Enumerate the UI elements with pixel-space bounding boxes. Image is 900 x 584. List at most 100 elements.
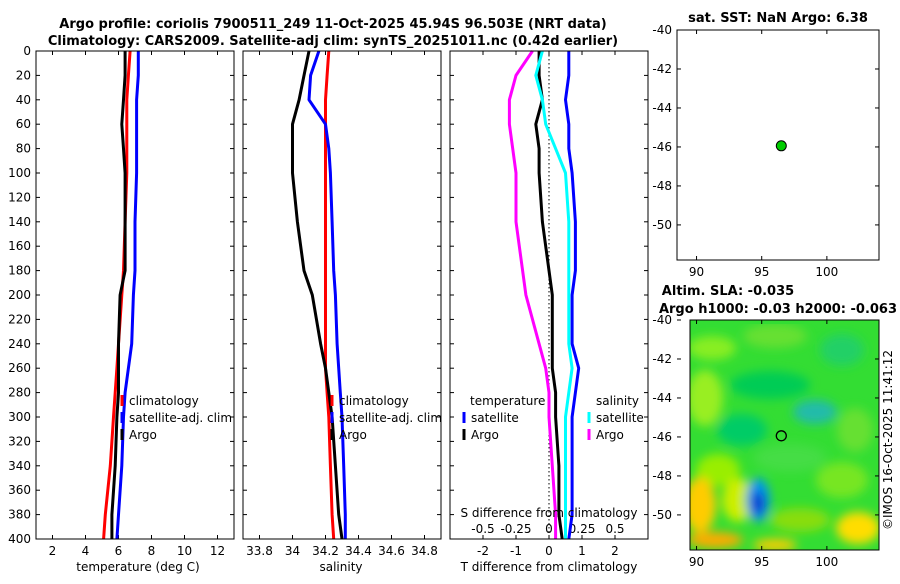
salinity-legend: climatology satellite-adj. clim Argo — [330, 394, 442, 442]
salinity-series — [291, 50, 347, 540]
x-tick-label: 34 — [285, 544, 300, 558]
map-lat-label: -44 — [652, 391, 672, 405]
sst-axis-ticks: -40 -42 -44 -46 -48 -50 90 95 100 — [652, 23, 879, 279]
x-tick-label: 33.8 — [246, 544, 273, 558]
temperature-axes-box — [35, 50, 235, 540]
depth-tick-label: 400 — [8, 532, 31, 546]
map-lon-label: 95 — [754, 265, 769, 279]
depth-tick-label: 100 — [8, 166, 31, 180]
sla-heatmap — [690, 320, 879, 550]
x-tick-label: 0 — [545, 544, 553, 558]
sla-map-panel: -40 -42 -44 -46 -48 -50 90 95 100 — [652, 313, 880, 569]
legend-sal-argo-label: Argo — [596, 428, 624, 442]
depth-tick-label: 20 — [16, 68, 31, 82]
map-lat-label: -46 — [652, 430, 672, 444]
sla-axis-ticks: -40 -42 -44 -46 -48 -50 90 95 100 — [652, 313, 879, 569]
x-tick-label: 34.8 — [411, 544, 438, 558]
climatology-line — [324, 50, 336, 540]
legend-satellite-adj-label: satellite-adj. clim — [339, 411, 442, 425]
temperature-series — [102, 50, 140, 540]
s-diff-tick-label: -0.5 — [471, 522, 494, 536]
temperature-argo-line — [534, 51, 564, 540]
depth-tick-label: 160 — [8, 239, 31, 253]
difference-legend: temperature satellite Argo salinity sate… — [462, 394, 644, 442]
salinity-xlabel: salinity — [319, 560, 362, 574]
s-diff-tick-label: 0 — [545, 522, 553, 536]
depth-tick-label: 320 — [8, 434, 31, 448]
x-tick-label: 6 — [115, 544, 123, 558]
satellite-adj-clim-line — [115, 51, 140, 540]
salinity-argo-line — [507, 50, 558, 539]
x-tick-label: 34.2 — [312, 544, 339, 558]
map-lat-label: -40 — [652, 23, 672, 37]
legend-temp-satellite-label: satellite — [471, 411, 519, 425]
depth-tick-label: 200 — [8, 288, 31, 302]
map-lon-label: 100 — [815, 265, 838, 279]
depth-tick-label: 80 — [16, 142, 31, 156]
salinity-satellite-line — [534, 50, 574, 539]
copyright-label: ©IMOS 16-Oct-2025 11:41:12 — [881, 350, 895, 530]
map-lat-label: -48 — [652, 469, 672, 483]
depth-tick-label: 260 — [8, 361, 31, 375]
legend-temperature-heading: temperature — [470, 394, 545, 408]
map-lat-label: -40 — [652, 313, 672, 327]
depth-tick-label: 300 — [8, 410, 31, 424]
sst-map-panel: -40 -42 -44 -46 -48 -50 90 95 100 — [652, 23, 880, 279]
difference-x-ticks: -2 -1 0 1 2 -0.5 -0.25 0 0.25 0.5 — [471, 51, 625, 558]
s-diff-tick-label: 0.25 — [569, 522, 596, 536]
x-tick-label: 4 — [82, 544, 90, 558]
depth-tick-label: 140 — [8, 215, 31, 229]
temperature-panel: 2 4 6 8 10 12 temperature (deg C) climatology… — [35, 50, 235, 574]
depth-tick-label: 40 — [16, 93, 31, 107]
map-lat-label: -48 — [652, 179, 672, 193]
depth-tick-label: 340 — [8, 459, 31, 473]
x-tick-label: 34.4 — [345, 544, 372, 558]
title-line1: Argo profile: coriolis 7900511_249 11-Oc… — [59, 17, 606, 32]
title-line2: Climatology: CARS2009. Satellite-adj cli… — [48, 34, 618, 49]
x-tick-label: 10 — [177, 544, 192, 558]
depth-tick-label: 360 — [8, 483, 31, 497]
legend-salinity-heading: salinity — [596, 394, 639, 408]
difference-panel: -2 -1 0 1 2 -0.5 -0.25 0 0.25 0.5 T difference fr… — [449, 50, 649, 574]
legend-satellite-adj-label: satellite-adj. clim — [129, 411, 232, 425]
s-difference-xlabel: S difference from climatology — [461, 506, 638, 520]
map-lat-label: -50 — [652, 218, 672, 232]
sla-axes-box — [689, 319, 880, 551]
depth-tick-label: 180 — [8, 264, 31, 278]
salinity-panel: 33.8 34 34.2 34.4 34.6 34.8 salinity climatol… — [242, 50, 442, 574]
map-lat-label: -44 — [652, 101, 672, 115]
legend-climatology-label: climatology — [339, 394, 409, 408]
x-tick-label: -1 — [510, 544, 522, 558]
temperature-satellite-line — [564, 51, 581, 540]
legend-argo-label: Argo — [129, 428, 157, 442]
map-lon-label: 90 — [689, 265, 704, 279]
legend-climatology-label: climatology — [129, 394, 199, 408]
s-diff-tick-label: 0.5 — [605, 522, 624, 536]
map-lon-label: 100 — [815, 555, 838, 569]
x-tick-label: 2 — [49, 544, 57, 558]
x-tick-label: 8 — [148, 544, 156, 558]
sst-axes-box — [676, 29, 880, 261]
depth-tick-label: 280 — [8, 386, 31, 400]
x-tick-label: -2 — [477, 544, 489, 558]
x-tick-label: 12 — [210, 544, 225, 558]
satellite-adj-clim-line — [307, 50, 347, 539]
t-difference-xlabel: T difference from climatology — [460, 560, 638, 574]
salinity-x-ticks: 33.8 34 34.2 34.4 34.6 34.8 — [246, 51, 438, 558]
salinity-axes-box — [242, 50, 442, 540]
argo-line — [110, 51, 127, 539]
argo-position-marker — [775, 430, 787, 442]
sla-title-line2: Argo h1000: -0.03 h2000: -0.063 — [659, 302, 897, 317]
map-lat-label: -50 — [652, 508, 672, 522]
depth-tick-label: 120 — [8, 190, 31, 204]
x-tick-label: 1 — [578, 544, 586, 558]
legend-temp-argo-label: Argo — [471, 428, 499, 442]
depth-axis: 0 20 40 60 80 100 120 140 160 180 200 220 240 260 280 3… — [8, 44, 648, 546]
argo-position-marker — [775, 140, 787, 152]
sla-title-line1: Altim. SLA: -0.035 — [662, 284, 794, 299]
difference-series — [507, 50, 581, 540]
sst-title: sat. SST: NaN Argo: 6.38 — [688, 11, 868, 26]
map-lat-label: -42 — [652, 62, 672, 76]
temperature-legend: climatology satellite-adj. clim Argo — [120, 394, 232, 442]
